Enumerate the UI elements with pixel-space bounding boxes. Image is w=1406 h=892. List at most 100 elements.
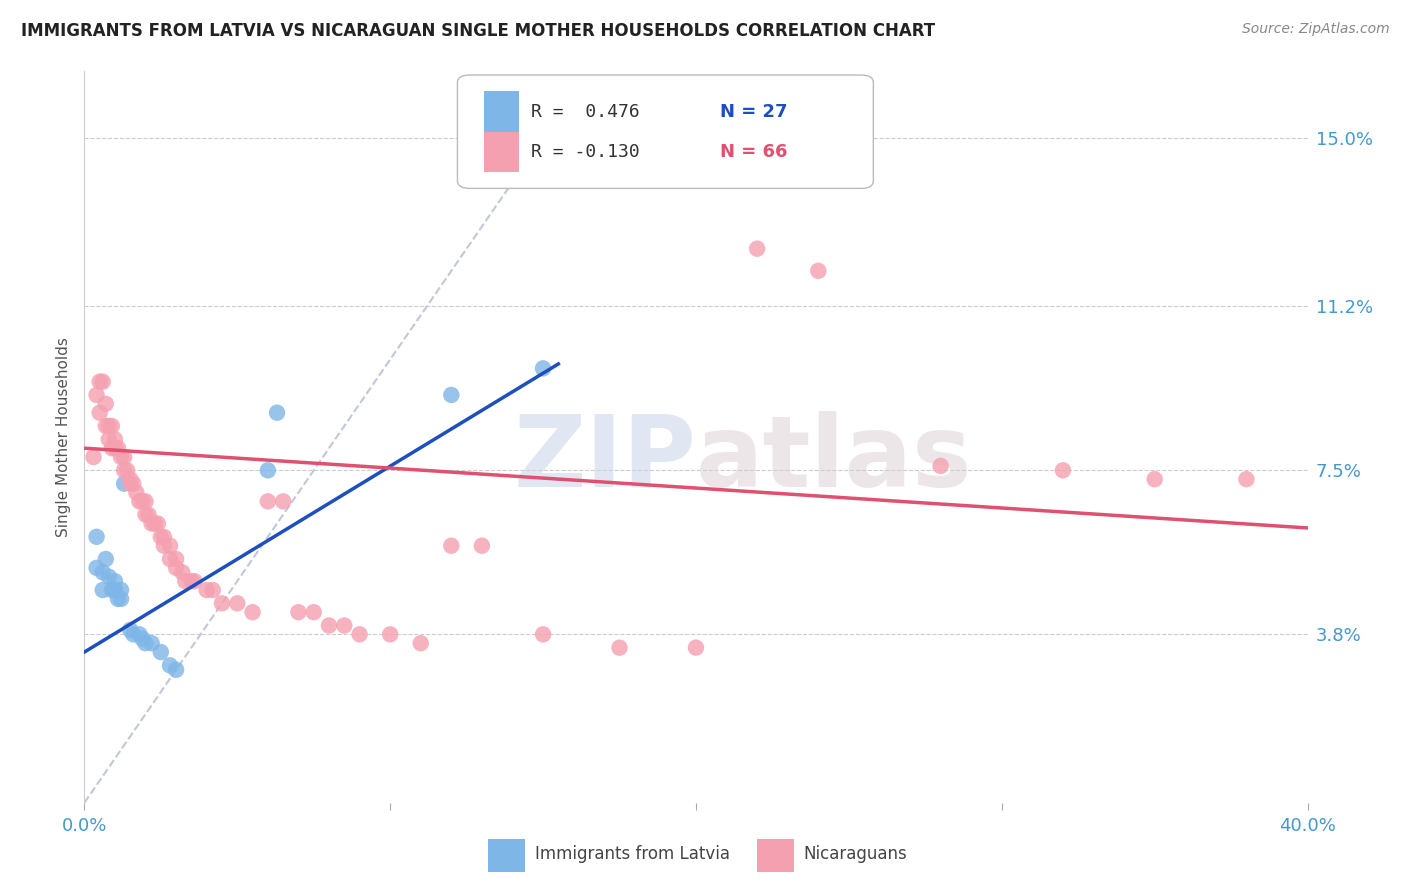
Point	[110, 450, 132, 464]
Point	[101, 582, 124, 597]
Point	[172, 566, 194, 580]
Point	[128, 494, 150, 508]
Point	[1236, 472, 1258, 486]
Point	[104, 582, 127, 597]
Point	[302, 605, 325, 619]
Point	[226, 596, 249, 610]
Point	[86, 388, 108, 402]
Point	[180, 574, 202, 589]
Point	[112, 476, 135, 491]
Point	[86, 561, 108, 575]
Point	[97, 570, 120, 584]
Point	[86, 530, 108, 544]
Point	[94, 419, 117, 434]
Point	[91, 566, 114, 580]
Point	[120, 476, 142, 491]
Bar	[484, 92, 519, 132]
Point	[112, 463, 135, 477]
Point	[141, 516, 163, 531]
Point	[201, 582, 224, 597]
Point	[110, 582, 132, 597]
Point	[115, 463, 138, 477]
Point	[120, 472, 142, 486]
Point	[135, 494, 157, 508]
Point	[149, 645, 172, 659]
Point	[807, 264, 830, 278]
Text: Source: ZipAtlas.com: Source: ZipAtlas.com	[1241, 22, 1389, 37]
Point	[409, 636, 432, 650]
Point	[94, 552, 117, 566]
Text: atlas: atlas	[696, 410, 973, 508]
Point	[143, 516, 166, 531]
Point	[333, 618, 356, 632]
Point	[131, 632, 153, 646]
Point	[165, 663, 187, 677]
Point	[141, 636, 163, 650]
Point	[211, 596, 233, 610]
Point	[287, 605, 309, 619]
Point	[107, 441, 129, 455]
Point	[104, 574, 127, 589]
Point	[271, 494, 294, 508]
Point	[107, 591, 129, 606]
Point	[131, 494, 153, 508]
Point	[97, 419, 120, 434]
Point	[101, 441, 124, 455]
Point	[89, 406, 111, 420]
Point	[149, 530, 172, 544]
Point	[195, 582, 218, 597]
Text: R = -0.130: R = -0.130	[531, 143, 640, 161]
Point	[318, 618, 340, 632]
Point	[159, 658, 181, 673]
Text: ZIP: ZIP	[513, 410, 696, 508]
Point	[257, 494, 280, 508]
Point	[531, 627, 554, 641]
Point	[257, 463, 280, 477]
Y-axis label: Single Mother Households: Single Mother Households	[56, 337, 72, 537]
Point	[183, 574, 205, 589]
Point	[97, 432, 120, 446]
Point	[135, 508, 157, 522]
Point	[122, 476, 145, 491]
Point	[104, 441, 127, 455]
Bar	[758, 839, 794, 872]
Point	[104, 432, 127, 446]
FancyBboxPatch shape	[457, 75, 873, 188]
Point	[146, 516, 169, 531]
Point	[110, 591, 132, 606]
Point	[159, 552, 181, 566]
Point	[174, 574, 197, 589]
Point	[165, 561, 187, 575]
Point	[349, 627, 371, 641]
Point	[440, 388, 463, 402]
Point	[380, 627, 402, 641]
Text: Immigrants from Latvia: Immigrants from Latvia	[534, 845, 730, 863]
Point	[91, 582, 114, 597]
Bar	[488, 839, 524, 872]
Point	[135, 636, 157, 650]
Point	[89, 375, 111, 389]
Point	[609, 640, 631, 655]
Bar	[484, 132, 519, 172]
Point	[159, 539, 181, 553]
Text: Nicaraguans: Nicaraguans	[804, 845, 907, 863]
Point	[112, 450, 135, 464]
Point	[531, 361, 554, 376]
Point	[471, 539, 494, 553]
Point	[104, 582, 127, 597]
Point	[929, 458, 952, 473]
Point	[685, 640, 707, 655]
Point	[91, 375, 114, 389]
Point	[138, 508, 160, 522]
Text: N = 27: N = 27	[720, 103, 787, 120]
Point	[128, 627, 150, 641]
Point	[122, 627, 145, 641]
Text: R =  0.476: R = 0.476	[531, 103, 640, 120]
Point	[266, 406, 288, 420]
Point	[101, 419, 124, 434]
Point	[120, 623, 142, 637]
Point	[1143, 472, 1166, 486]
Point	[440, 539, 463, 553]
Point	[83, 450, 105, 464]
Point	[153, 530, 176, 544]
